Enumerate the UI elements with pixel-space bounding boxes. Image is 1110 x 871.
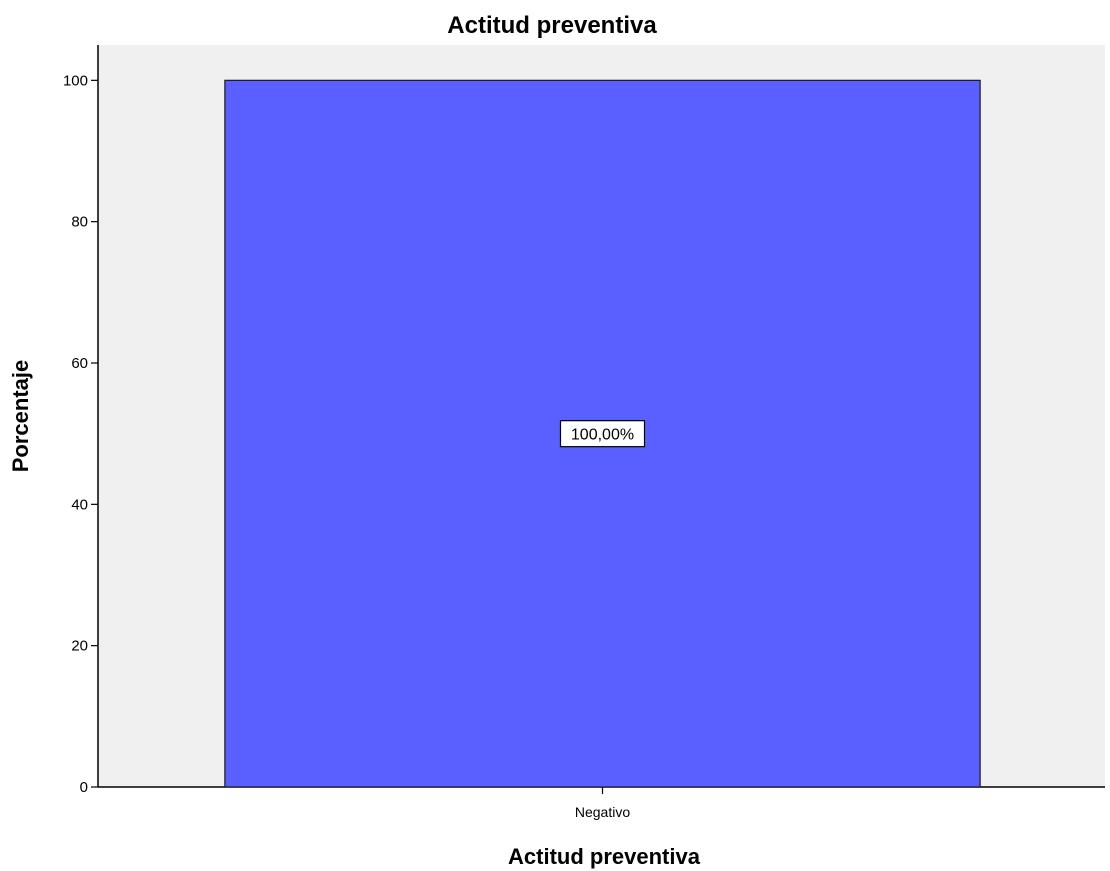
- y-tick-label: 40: [71, 496, 88, 513]
- x-tick-label: Negativo: [575, 804, 630, 820]
- data-labels-group: 100,00%: [559, 420, 646, 448]
- y-tick-label: 80: [71, 214, 88, 231]
- x-axis: Negativo: [98, 786, 1105, 820]
- chart-title: Actitud preventiva: [447, 12, 657, 39]
- y-axis-title: Porcentaje: [8, 360, 33, 473]
- y-tick-label: 0: [80, 779, 88, 796]
- x-axis-title: Actitud preventiva: [508, 844, 701, 869]
- y-tick-label: 60: [71, 355, 88, 372]
- data-label: 100,00%: [571, 427, 634, 444]
- y-tick-label: 100: [63, 72, 88, 89]
- y-tick-label: 20: [71, 638, 88, 655]
- data-label-box: [559, 420, 646, 448]
- y-axis: 0 20 40 60 80 100: [63, 45, 99, 796]
